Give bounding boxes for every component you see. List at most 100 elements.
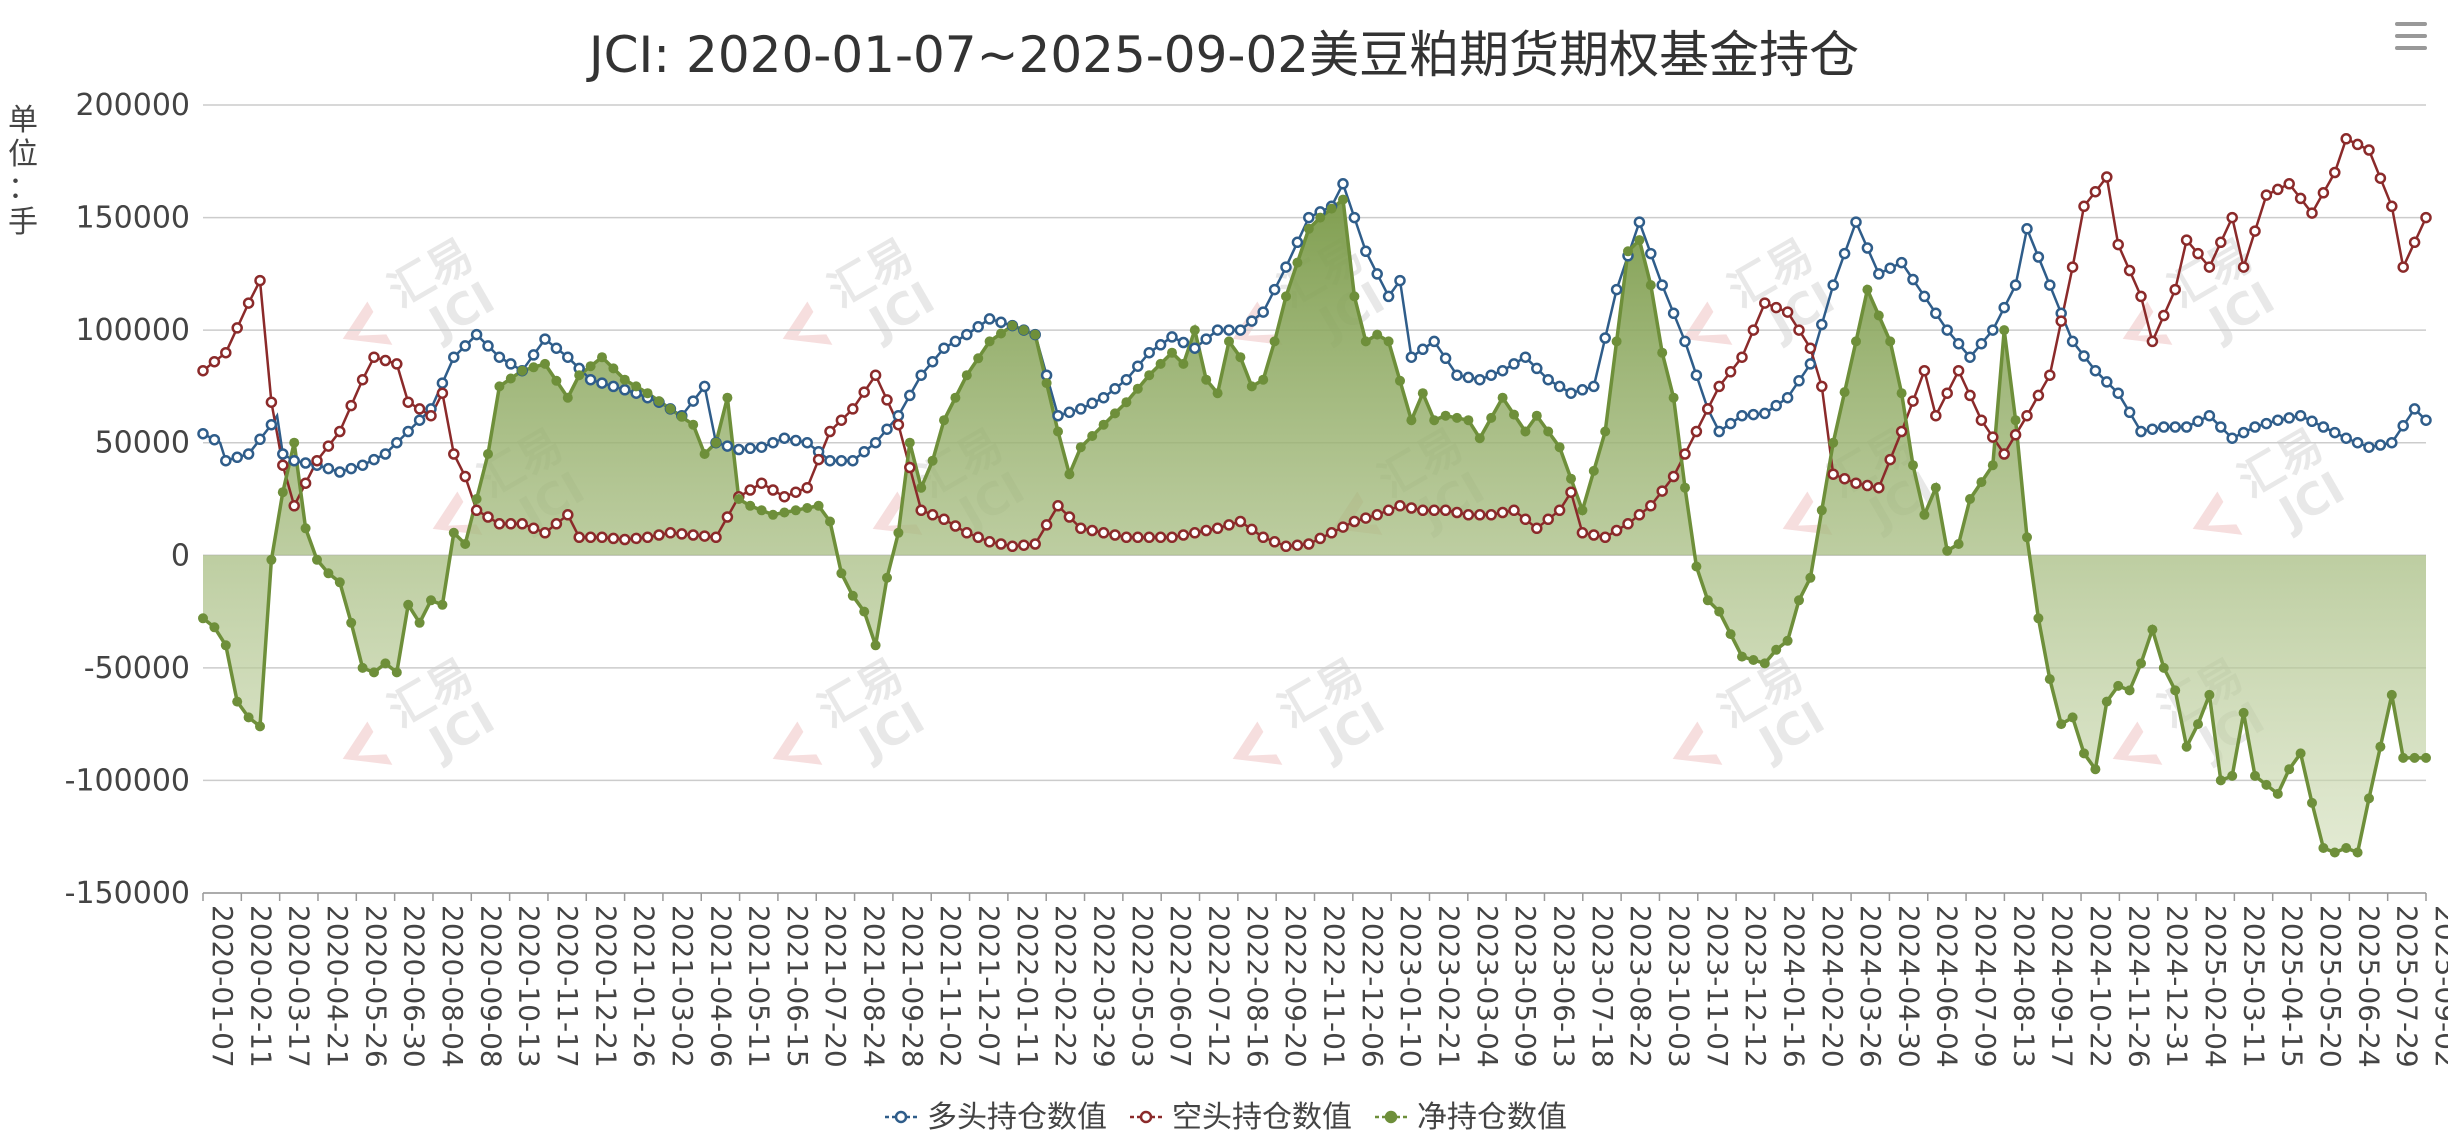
- data-point-long[interactable]: [1348, 211, 1361, 224]
- data-point-net[interactable]: [2101, 696, 2112, 707]
- data-point-net[interactable]: [1520, 426, 1531, 437]
- data-point-net[interactable]: [1201, 374, 1212, 385]
- data-point-long[interactable]: [1166, 331, 1178, 343]
- data-point-short[interactable]: [1462, 509, 1475, 521]
- data-point-short[interactable]: [2055, 315, 2067, 327]
- data-point-short[interactable]: [2021, 409, 2033, 422]
- data-point-long[interactable]: [299, 457, 312, 469]
- data-point-long[interactable]: [1075, 403, 1087, 415]
- data-point-short[interactable]: [1075, 522, 1087, 535]
- data-point-long[interactable]: [334, 466, 346, 478]
- data-point-net[interactable]: [1383, 336, 1394, 347]
- data-point-net[interactable]: [2181, 741, 2192, 752]
- data-point-long[interactable]: [2123, 406, 2136, 419]
- data-point-net[interactable]: [1110, 408, 1120, 419]
- data-point-long[interactable]: [1280, 261, 1292, 273]
- data-point-long[interactable]: [790, 434, 802, 447]
- data-point-long[interactable]: [1553, 380, 1566, 393]
- data-point-net[interactable]: [1828, 437, 1839, 448]
- data-point-long[interactable]: [356, 459, 369, 471]
- data-point-short[interactable]: [1314, 532, 1326, 545]
- data-point-net[interactable]: [209, 622, 220, 633]
- data-point-short[interactable]: [1656, 485, 1668, 497]
- data-point-short[interactable]: [1759, 297, 1771, 309]
- data-point-short[interactable]: [2397, 261, 2409, 273]
- data-point-long[interactable]: [2192, 415, 2204, 428]
- data-point-short[interactable]: [596, 531, 608, 544]
- data-point-long[interactable]: [2203, 409, 2216, 422]
- data-point-net[interactable]: [1338, 194, 1348, 205]
- data-point-long[interactable]: [527, 349, 540, 361]
- data-point-long[interactable]: [2374, 439, 2387, 451]
- data-point-net[interactable]: [722, 392, 733, 403]
- data-point-short[interactable]: [482, 511, 494, 523]
- data-point-short[interactable]: [1884, 453, 1896, 466]
- data-point-net[interactable]: [699, 449, 710, 459]
- data-point-net[interactable]: [1349, 291, 1360, 302]
- data-point-net[interactable]: [1942, 545, 1953, 556]
- data-point-net[interactable]: [2238, 707, 2249, 718]
- data-point-net[interactable]: [1748, 655, 1759, 665]
- data-point-short[interactable]: [1610, 524, 1623, 537]
- data-point-long[interactable]: [1086, 397, 1098, 410]
- data-point-short[interactable]: [1576, 527, 1589, 539]
- data-point-net[interactable]: [1281, 291, 1291, 302]
- data-point-long[interactable]: [1861, 242, 1874, 254]
- data-point-short[interactable]: [1063, 511, 1076, 523]
- data-point-net[interactable]: [1657, 347, 1668, 358]
- data-point-short[interactable]: [1166, 531, 1178, 544]
- data-point-short[interactable]: [2032, 389, 2045, 402]
- data-point-net[interactable]: [1269, 336, 1280, 347]
- data-point-short[interactable]: [1154, 531, 1167, 544]
- data-point-long[interactable]: [1724, 417, 1737, 430]
- data-point-net[interactable]: [1372, 329, 1383, 340]
- data-point-short[interactable]: [858, 386, 870, 398]
- data-point-short[interactable]: [1964, 389, 1976, 402]
- data-point-long[interactable]: [778, 432, 791, 444]
- data-point-net[interactable]: [2147, 624, 2158, 635]
- data-point-net[interactable]: [1429, 415, 1440, 426]
- data-point-short[interactable]: [1827, 468, 1839, 480]
- data-point-short[interactable]: [2306, 207, 2318, 219]
- data-point-short[interactable]: [972, 531, 984, 544]
- data-point-net[interactable]: [562, 392, 573, 403]
- data-point-long[interactable]: [208, 433, 221, 446]
- data-point-net[interactable]: [1326, 203, 1337, 214]
- data-point-net[interactable]: [2113, 680, 2124, 691]
- data-point-net[interactable]: [733, 494, 744, 504]
- data-point-short[interactable]: [2283, 178, 2295, 190]
- data-point-short[interactable]: [1702, 403, 1714, 415]
- data-point-short[interactable]: [1542, 513, 1554, 526]
- data-point-short[interactable]: [1200, 524, 1212, 537]
- data-point-long[interactable]: [1303, 211, 1315, 224]
- data-point-long[interactable]: [562, 351, 574, 363]
- data-point-long[interactable]: [858, 445, 870, 458]
- data-point-short[interactable]: [1109, 529, 1121, 541]
- data-point-short[interactable]: [2146, 335, 2159, 348]
- data-point-short[interactable]: [1234, 515, 1247, 528]
- data-point-net[interactable]: [1292, 257, 1303, 268]
- data-point-net[interactable]: [1224, 336, 1234, 347]
- data-point-net[interactable]: [631, 381, 642, 392]
- data-point-short[interactable]: [436, 387, 449, 399]
- data-point-net[interactable]: [357, 662, 368, 673]
- data-point-net[interactable]: [756, 505, 767, 516]
- data-point-net[interactable]: [1463, 415, 1474, 426]
- data-point-short[interactable]: [1553, 504, 1566, 517]
- data-point-short[interactable]: [1268, 536, 1281, 548]
- legend-item-long[interactable]: 多头持仓数值: [885, 1100, 1107, 1135]
- data-point-long[interactable]: [824, 454, 836, 467]
- data-point-net[interactable]: [1600, 426, 1611, 437]
- data-point-short[interactable]: [322, 440, 335, 452]
- data-point-short[interactable]: [1622, 518, 1634, 530]
- data-point-short[interactable]: [961, 527, 973, 539]
- data-point-short[interactable]: [2340, 133, 2352, 145]
- data-point-net[interactable]: [1212, 388, 1223, 399]
- data-point-long[interactable]: [448, 351, 460, 363]
- data-point-long[interactable]: [368, 453, 380, 466]
- data-point-net[interactable]: [2375, 741, 2386, 752]
- data-point-short[interactable]: [1645, 500, 1657, 512]
- data-point-short[interactable]: [2317, 187, 2330, 199]
- data-point-net[interactable]: [2421, 752, 2431, 763]
- data-point-net[interactable]: [2398, 752, 2409, 763]
